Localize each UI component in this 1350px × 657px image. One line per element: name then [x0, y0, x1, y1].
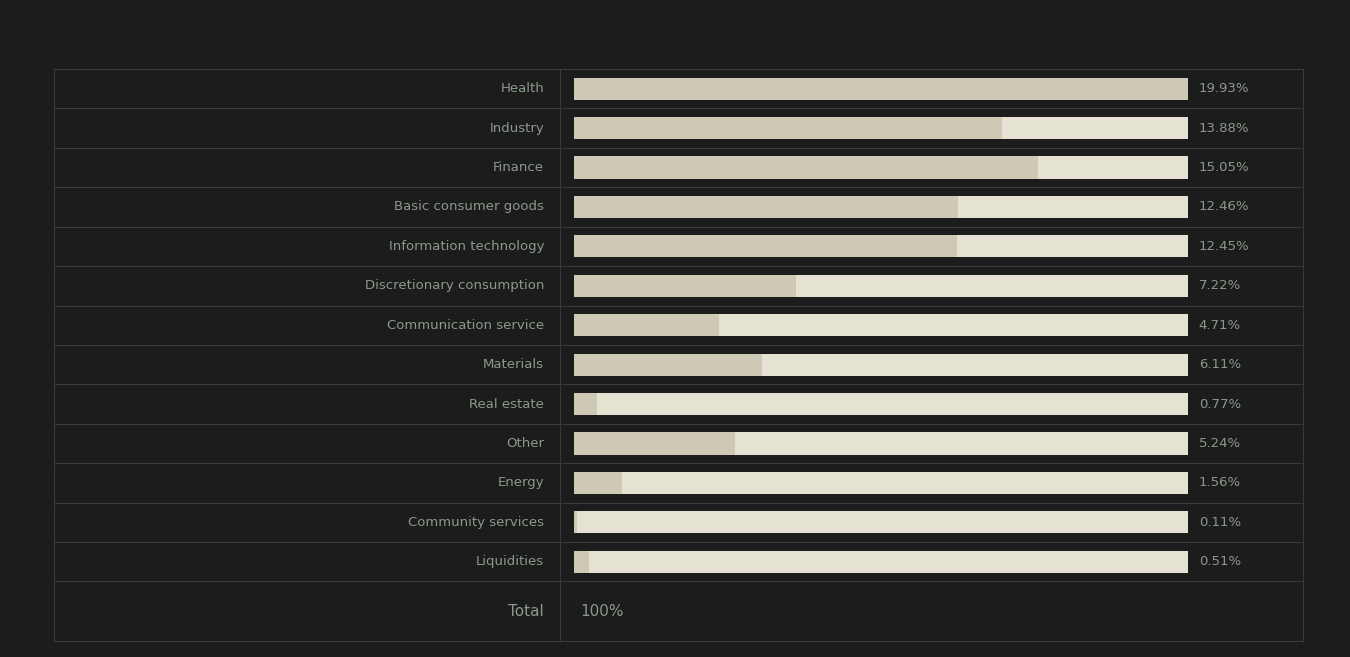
Bar: [574, 196, 1188, 218]
Text: 0.11%: 0.11%: [1199, 516, 1241, 529]
Bar: [574, 314, 720, 336]
Text: 13.88%: 13.88%: [1199, 122, 1249, 135]
Text: 100%: 100%: [580, 604, 624, 618]
Bar: [574, 432, 736, 455]
Text: 7.22%: 7.22%: [1199, 279, 1241, 292]
Text: Total: Total: [509, 604, 544, 618]
Text: Liquidities: Liquidities: [477, 555, 544, 568]
Bar: [574, 235, 957, 258]
Text: Community services: Community services: [408, 516, 544, 529]
Bar: [574, 78, 1188, 100]
Text: Discretionary consumption: Discretionary consumption: [364, 279, 544, 292]
Bar: [574, 393, 598, 415]
Text: Energy: Energy: [497, 476, 544, 489]
Bar: [574, 275, 1188, 297]
Bar: [574, 117, 1002, 139]
Bar: [574, 551, 590, 573]
Text: 6.11%: 6.11%: [1199, 358, 1241, 371]
Text: Basic consumer goods: Basic consumer goods: [394, 200, 544, 214]
Bar: [574, 472, 622, 494]
Text: Other: Other: [506, 437, 544, 450]
Text: Industry: Industry: [489, 122, 544, 135]
Bar: [574, 78, 1188, 100]
Bar: [574, 275, 796, 297]
Text: 15.05%: 15.05%: [1199, 161, 1249, 174]
Text: 4.71%: 4.71%: [1199, 319, 1241, 332]
Bar: [574, 393, 1188, 415]
Text: 0.51%: 0.51%: [1199, 555, 1241, 568]
Bar: [574, 472, 1188, 494]
Text: 12.46%: 12.46%: [1199, 200, 1249, 214]
Bar: [574, 156, 1188, 179]
Text: 1.56%: 1.56%: [1199, 476, 1241, 489]
Bar: [574, 117, 1188, 139]
Bar: [574, 432, 1188, 455]
Bar: [574, 511, 1188, 533]
Bar: [574, 353, 1188, 376]
Text: 5.24%: 5.24%: [1199, 437, 1241, 450]
Text: Finance: Finance: [493, 161, 544, 174]
Text: 0.77%: 0.77%: [1199, 397, 1241, 411]
Text: Real estate: Real estate: [470, 397, 544, 411]
Text: Communication service: Communication service: [387, 319, 544, 332]
Text: 12.45%: 12.45%: [1199, 240, 1249, 253]
Text: Health: Health: [501, 82, 544, 95]
Bar: [574, 156, 1038, 179]
Bar: [574, 353, 761, 376]
Text: 19.93%: 19.93%: [1199, 82, 1249, 95]
Text: Information technology: Information technology: [389, 240, 544, 253]
Bar: [574, 511, 578, 533]
Bar: [574, 196, 957, 218]
Bar: [574, 235, 1188, 258]
Bar: [574, 551, 1188, 573]
Text: Materials: Materials: [483, 358, 544, 371]
Bar: [574, 314, 1188, 336]
